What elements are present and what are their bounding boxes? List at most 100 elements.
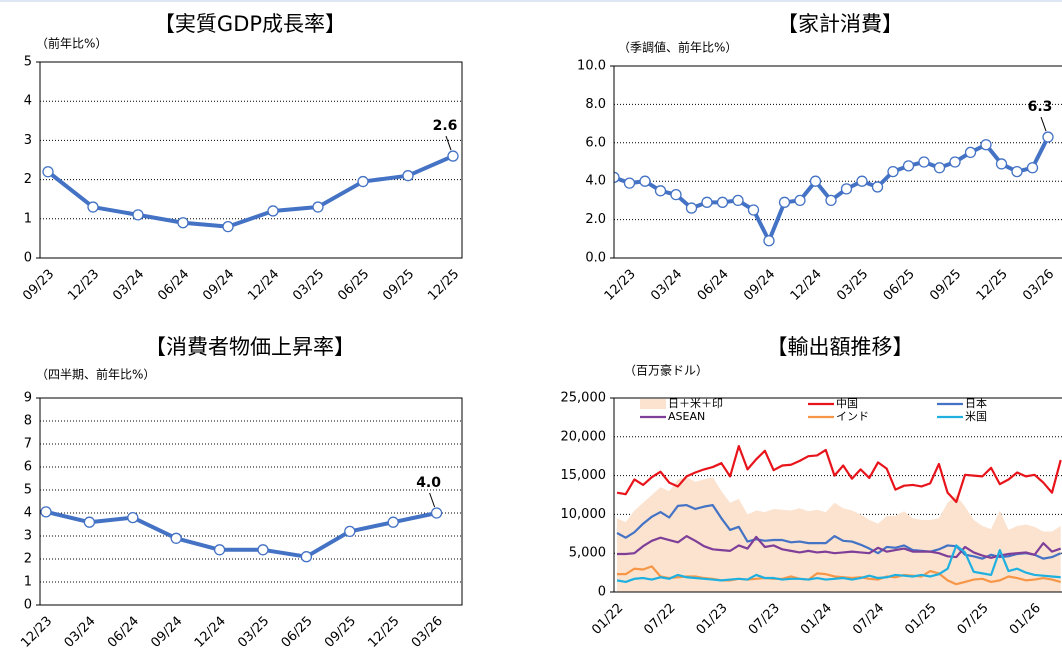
marker (902, 160, 915, 172)
marker (357, 175, 369, 188)
legend-label: インド (836, 410, 869, 423)
legend-label: 日本 (965, 396, 987, 410)
x-tick-label: 06/25 (881, 267, 918, 304)
x-tick-label: 09/24 (741, 267, 778, 304)
y-tick-label: 0 (598, 585, 606, 600)
x-tick-label: 12/25 (974, 267, 1011, 304)
leader-line (429, 492, 436, 508)
y-tick-label: 2 (24, 552, 32, 567)
line (616, 445, 1062, 504)
y-tick-label: 5 (24, 55, 32, 70)
marker (387, 516, 399, 528)
marker (213, 544, 226, 556)
x-tick-label: 12/23 (18, 614, 55, 651)
marker (127, 511, 139, 524)
value-label: 2.6 (433, 118, 458, 134)
y-tick-label: 0.0 (585, 251, 606, 266)
y-tick-label: 15,000 (561, 468, 607, 483)
marker (856, 175, 868, 187)
x-tick-label: 09/25 (322, 614, 359, 651)
plot-layer (42, 150, 459, 233)
marker (1011, 165, 1023, 178)
y-tick-label: 0 (24, 598, 32, 613)
x-tick-label: 01/25 (902, 601, 939, 638)
marker (964, 146, 977, 159)
x-tick-label: 09/23 (20, 267, 57, 304)
y-tick-label: 4 (24, 506, 32, 521)
marker (809, 175, 822, 187)
x-tick-label: 06/24 (155, 267, 192, 304)
line (617, 565, 1061, 586)
marker (747, 204, 760, 216)
x-tick-label: 07/24 (850, 601, 887, 638)
marker (995, 158, 1008, 170)
marker (42, 166, 54, 178)
legend-label: 米国 (965, 410, 987, 423)
y-axis-label: （前年比%） (36, 36, 107, 51)
marker (949, 156, 961, 168)
x-tick-label: 03/25 (235, 614, 272, 651)
marker (312, 201, 324, 213)
chart-title: 【実質GDP成長率】 (154, 12, 346, 36)
y-tick-label: 6.0 (585, 135, 606, 150)
line (617, 535, 1062, 559)
marker (763, 235, 775, 247)
legend-label: ASEAN (668, 410, 705, 423)
value-label: 6.3 (1028, 99, 1053, 115)
x-tick-label: 03/24 (110, 267, 147, 304)
y-tick-label: 2.0 (585, 212, 606, 227)
marker (344, 525, 356, 538)
chart-title: 【輸出額推移】 (767, 335, 914, 359)
x-tick-label: 06/25 (279, 614, 316, 651)
x-tick-label: 12/23 (602, 267, 639, 304)
x-tick-label: 03/26 (409, 614, 446, 651)
marker (840, 183, 853, 195)
marker (430, 507, 443, 519)
marker (918, 156, 930, 168)
marker (871, 181, 884, 193)
marker (177, 217, 189, 229)
marker (222, 220, 234, 233)
area (617, 477, 1061, 592)
x-tick-label: 03/26 (1020, 267, 1057, 304)
leader-line (1040, 116, 1047, 132)
marker (716, 196, 729, 208)
x-tick-label: 07/25 (955, 601, 992, 638)
marker (732, 194, 744, 207)
y-tick-label: 1 (24, 211, 32, 226)
marker (623, 177, 636, 189)
marker (1026, 162, 1039, 174)
value-label: 4.0 (416, 475, 441, 491)
y-axis-label: （四半期、前年比%） (36, 367, 155, 382)
x-tick-label: 07/23 (746, 601, 783, 638)
x-tick-label: 12/25 (365, 614, 402, 651)
y-tick-label: 0 (24, 251, 32, 266)
y-tick-label: 1 (24, 575, 32, 590)
line (616, 544, 1061, 584)
marker (300, 551, 313, 563)
x-tick-label: 03/24 (648, 267, 685, 304)
x-tick-label: 01/23 (694, 601, 731, 638)
line (46, 154, 454, 229)
line (614, 136, 1050, 243)
legend-swatch (640, 399, 666, 409)
chart-title: 【家計消費】 (777, 12, 903, 36)
y-tick-label: 4 (24, 94, 32, 109)
y-tick-label: 3 (24, 529, 32, 544)
x-tick-label: 07/22 (641, 601, 678, 638)
y-tick-label: 25,000 (561, 391, 607, 406)
x-tick-label: 01/22 (589, 601, 626, 638)
x-tick-label: 12/24 (245, 267, 282, 304)
x-tick-label: 06/25 (335, 267, 372, 304)
marker (447, 150, 459, 162)
y-tick-label: 4.0 (585, 174, 606, 189)
line (45, 509, 438, 559)
y-axis-label: （季調値、前年比%） (618, 40, 737, 55)
marker (257, 544, 269, 556)
x-tick-label: 09/25 (380, 267, 417, 304)
y-tick-label: 10.0 (577, 59, 606, 74)
plot-layer (614, 131, 1054, 247)
leader-line (445, 135, 452, 151)
y-tick-label: 10,000 (561, 507, 607, 522)
